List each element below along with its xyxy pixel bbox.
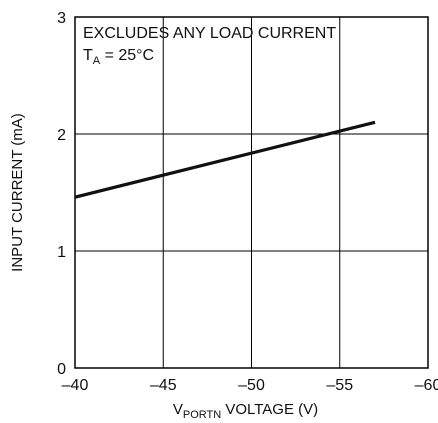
annotation-temperature-main: T [83, 47, 93, 64]
x-axis-label-sub: PORTN [183, 409, 221, 421]
y-tick-label: 0 [57, 361, 66, 378]
y-axis-label: INPUT CURRENT (mA) [9, 113, 26, 272]
grid [75, 17, 428, 368]
y-tick-label: 1 [57, 244, 66, 261]
plot-frame [74, 16, 429, 369]
x-tick-labels: –40 –45 –50 –55 –60 [62, 377, 438, 394]
series-layer [74, 120, 376, 199]
annotation-temperature: TA = 25°C [83, 47, 154, 67]
y-tick-label: 2 [57, 127, 66, 144]
x-tick-label: –60 [415, 377, 438, 394]
annotation-temperature-sub: A [93, 55, 101, 67]
x-tick-label: –40 [62, 377, 89, 394]
annotation-temperature-rest: = 25°C [100, 47, 154, 64]
x-axis-label-main: V [173, 401, 183, 418]
x-tick-label: –50 [238, 377, 265, 394]
annotation-load-current: EXCLUDES ANY LOAD CURRENT [83, 25, 336, 42]
series-line [74, 120, 376, 199]
x-axis-label-rest: VOLTAGE (V) [221, 401, 318, 418]
y-tick-label: 3 [57, 10, 66, 27]
x-tick-label: –45 [150, 377, 177, 394]
y-tick-labels: 0 1 2 3 [57, 10, 66, 378]
x-axis-label: VPORTN VOLTAGE (V) [173, 401, 318, 421]
x-tick-label: –55 [326, 377, 353, 394]
